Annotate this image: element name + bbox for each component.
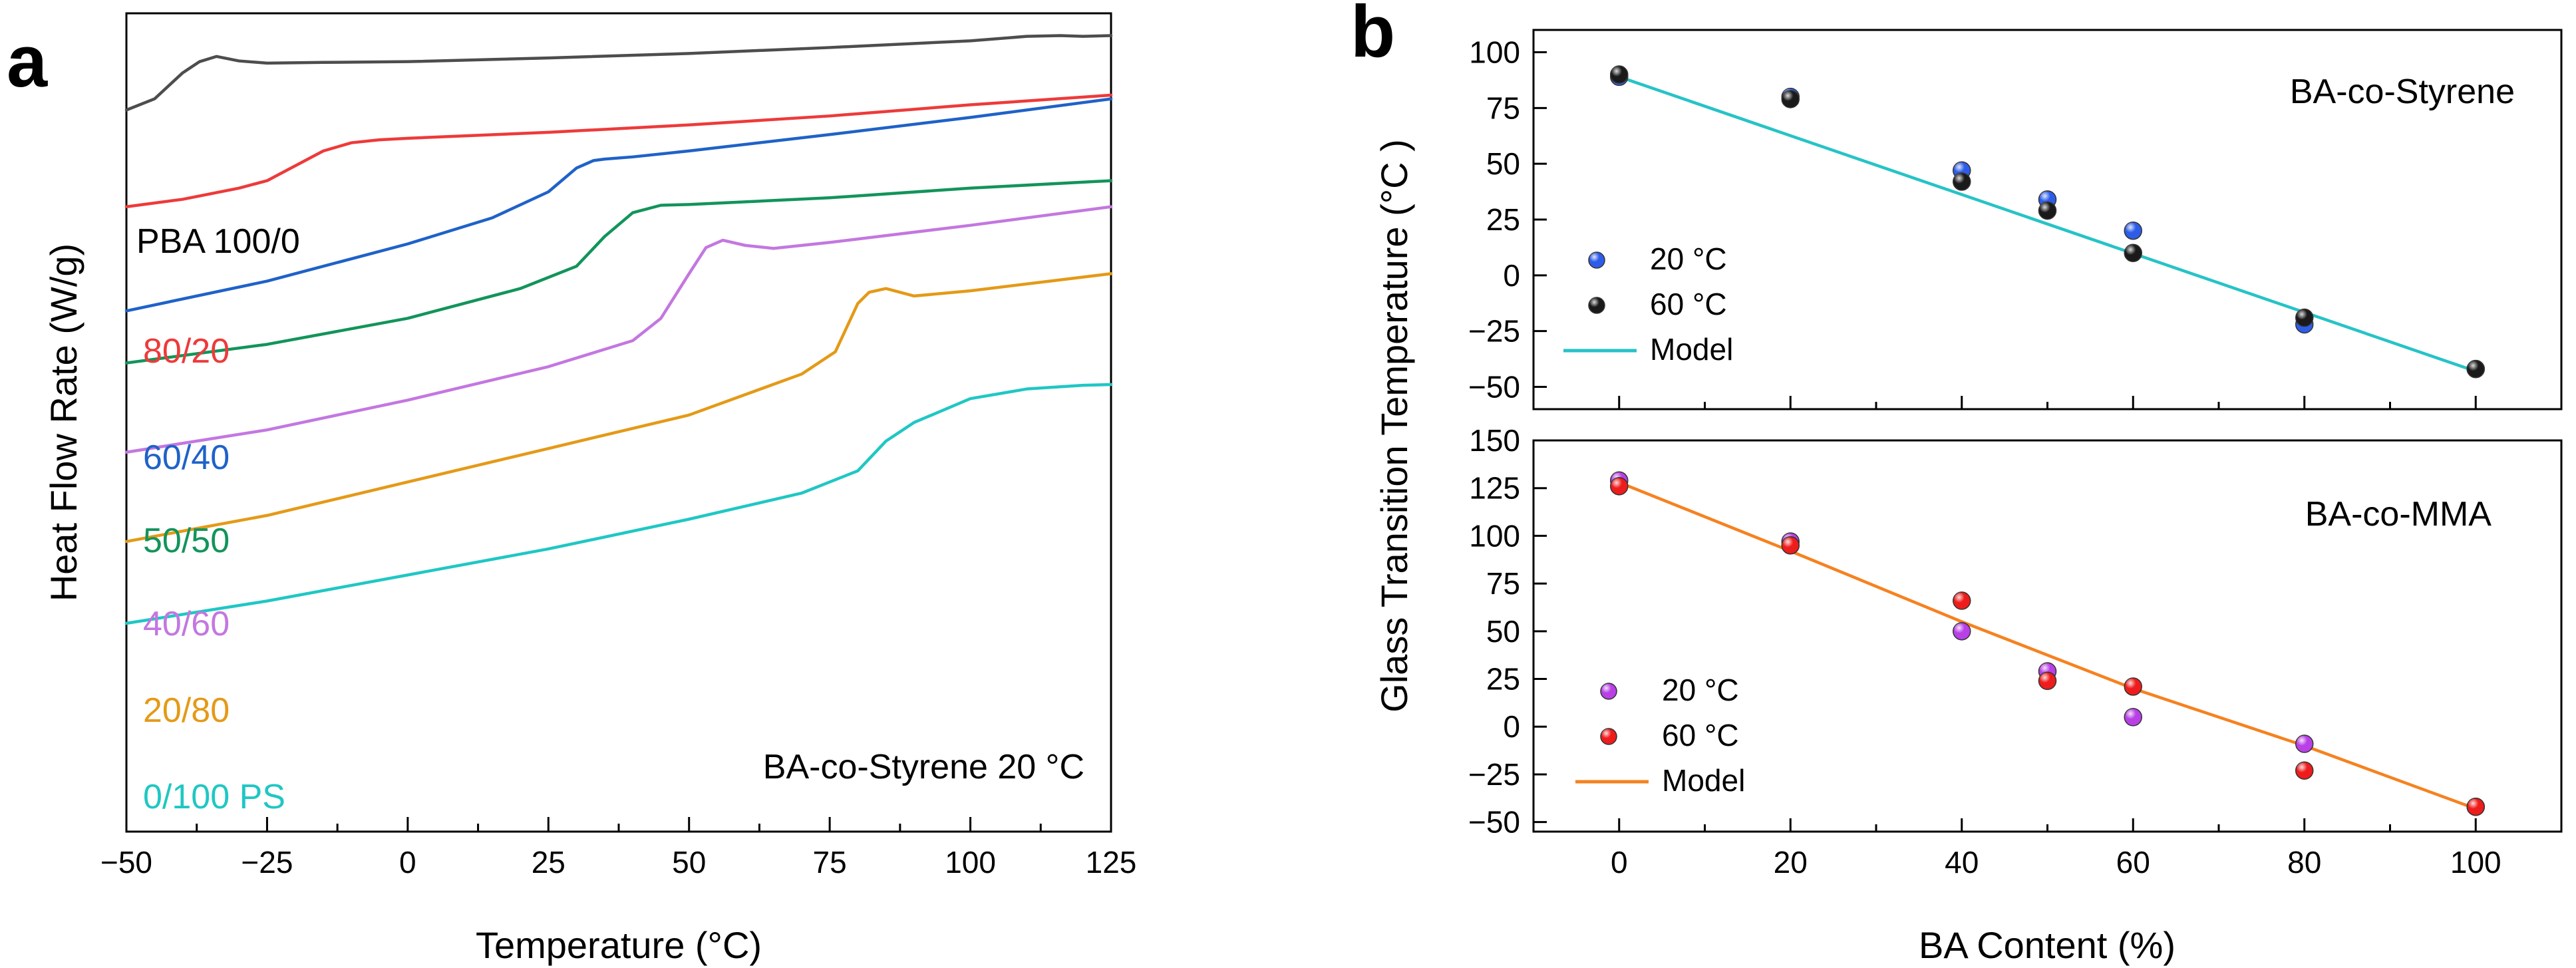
y-tick-label: 0 [1503,709,1520,744]
panel-a-frame [125,12,1112,833]
x-tick-label: −50 [100,845,152,880]
y-tick-label: −25 [1468,757,1520,792]
x-tick-label: 20 [1774,845,1808,880]
series-1-line [124,93,1113,208]
legend-marker-highlight [1589,252,1605,268]
x-tick-label: 80 [2287,845,2321,880]
point-highlight [2467,798,2485,816]
y-tick-label: 75 [1486,90,1520,125]
y-tick-label: 50 [1486,146,1520,181]
panel-b-bottom-points [1610,471,2485,816]
panel-a-annotation: BA-co-Styrene 20 °C [763,748,1084,786]
panel-a-y-label: Heat Flow Rate (W/g) [43,243,84,601]
point-highlight [1610,477,1628,495]
panel-b-bottom-chart: 150 125 100 75 50 25 0 −25 −50 0 20 40 60 80 100 20 °C… [1468,423,2563,880]
legend-text-1: 60 °C [1662,718,1739,752]
x-tick-label: 50 [672,845,706,880]
y-tick-label: 50 [1486,614,1520,649]
series-6-label: 0/100 PS [143,778,285,816]
series-2-line [124,97,1113,313]
panel-a-letter: a [7,21,48,102]
panel-b-top-points [1610,65,2485,379]
x-tick-label: 75 [813,845,847,880]
point-highlight [2038,202,2056,220]
point-highlight [1953,622,1971,640]
panel-a-curves [124,34,1113,625]
x-tick-label: 100 [2450,845,2501,880]
legend-marker-highlight [1601,683,1617,699]
point-highlight [2467,360,2485,378]
legend-text-0: 20 °C [1650,242,1727,276]
model-line [1619,75,2476,373]
legend-marker-highlight [1589,297,1605,313]
point-highlight [2124,708,2142,726]
x-tick-label: −25 [241,845,293,880]
x-tick-label: 125 [1086,845,1137,880]
series-3-label: 50/50 [143,522,230,560]
y-tick-label: 100 [1469,35,1520,70]
series-2-label: 60/40 [143,438,230,477]
y-tick-label: 125 [1469,471,1520,506]
legend-text-0: 20 °C [1662,673,1739,707]
point-highlight [2124,244,2142,262]
y-tick-label: 150 [1469,423,1520,458]
y-tick-label: 25 [1486,202,1520,237]
legend-text-model: Model [1650,332,1733,367]
panel-b-x-label: BA Content (%) [1919,924,2175,966]
legend-marker-highlight [1601,728,1617,744]
point-highlight [1782,536,1800,554]
x-tick-label: 100 [945,845,996,880]
panel-b-letter: b [1351,0,1395,73]
panel-b-y-label: Glass Transition Temperature (°C ) [1373,139,1415,713]
point-highlight [2124,678,2142,696]
y-tick-label: −25 [1468,314,1520,349]
legend-text-1: 60 °C [1650,287,1727,321]
panel-b-top-legend: 20 °C 60 °C Model [1563,242,1733,367]
y-tick-label: −50 [1468,805,1520,840]
x-tick-label: 40 [1945,845,1979,880]
point-highlight [2124,222,2142,240]
panel-a-x-ticks: −50 −25 0 25 50 75 100 125 [100,817,1136,880]
panel-a-series-labels: PBA 100/0 80/20 60/40 50/50 40/60 20/80 0/100 … [136,222,300,816]
series-6-line [124,383,1113,625]
panel-b-bottom-legend: 20 °C 60 °C Model [1575,673,1745,798]
series-0-label: PBA 100/0 [136,222,300,261]
series-5-line [124,272,1113,544]
y-tick-label: 0 [1503,258,1520,293]
point-highlight [1953,591,1971,609]
point-highlight [2295,735,2313,753]
series-3-line [124,179,1113,365]
y-tick-label: −50 [1468,369,1520,404]
x-tick-label: 0 [1611,845,1628,880]
y-tick-label: 75 [1486,566,1520,601]
point-highlight [1610,66,1628,84]
panel-b-bottom-ticks: 150 125 100 75 50 25 0 −25 −50 0 20 40 60 80 100 [1468,423,2563,880]
panel-a-x-label: Temperature (°C) [476,924,762,966]
series-1-label: 80/20 [143,332,230,371]
panel-b-bottom-model-line [1618,481,2477,810]
point-highlight [2038,672,2056,690]
panel-a-chart: PBA 100/0 80/20 60/40 50/50 40/60 20/80 0/100 … [43,12,1136,966]
model-line [1618,481,2477,810]
point-highlight [2295,309,2313,327]
x-tick-label: 25 [532,845,565,880]
panel-b-top-chart: 100 75 50 25 0 −25 −50 20 °C 60 °C Model BA-co-S… [1468,29,2563,410]
series-5-label: 20/80 [143,691,230,730]
panel-b-top-ticks: 100 75 50 25 0 −25 −50 [1468,35,2563,409]
y-tick-label: 25 [1486,662,1520,697]
point-highlight [1782,90,1800,108]
x-tick-label: 60 [2116,845,2150,880]
series-4-label: 40/60 [143,605,230,643]
y-tick-label: 100 [1469,518,1520,553]
point-highlight [1953,173,1971,190]
point-highlight [2295,762,2313,780]
panel-b-bottom-title: BA-co-MMA [2305,495,2492,534]
legend-text-model: Model [1662,763,1745,798]
series-4-line [124,205,1113,454]
x-tick-label: 0 [399,845,416,880]
panel-b-top-title: BA-co-Styrene [2290,73,2515,111]
series-0-line [124,34,1113,112]
panel-b-top-model-line [1619,75,2476,373]
